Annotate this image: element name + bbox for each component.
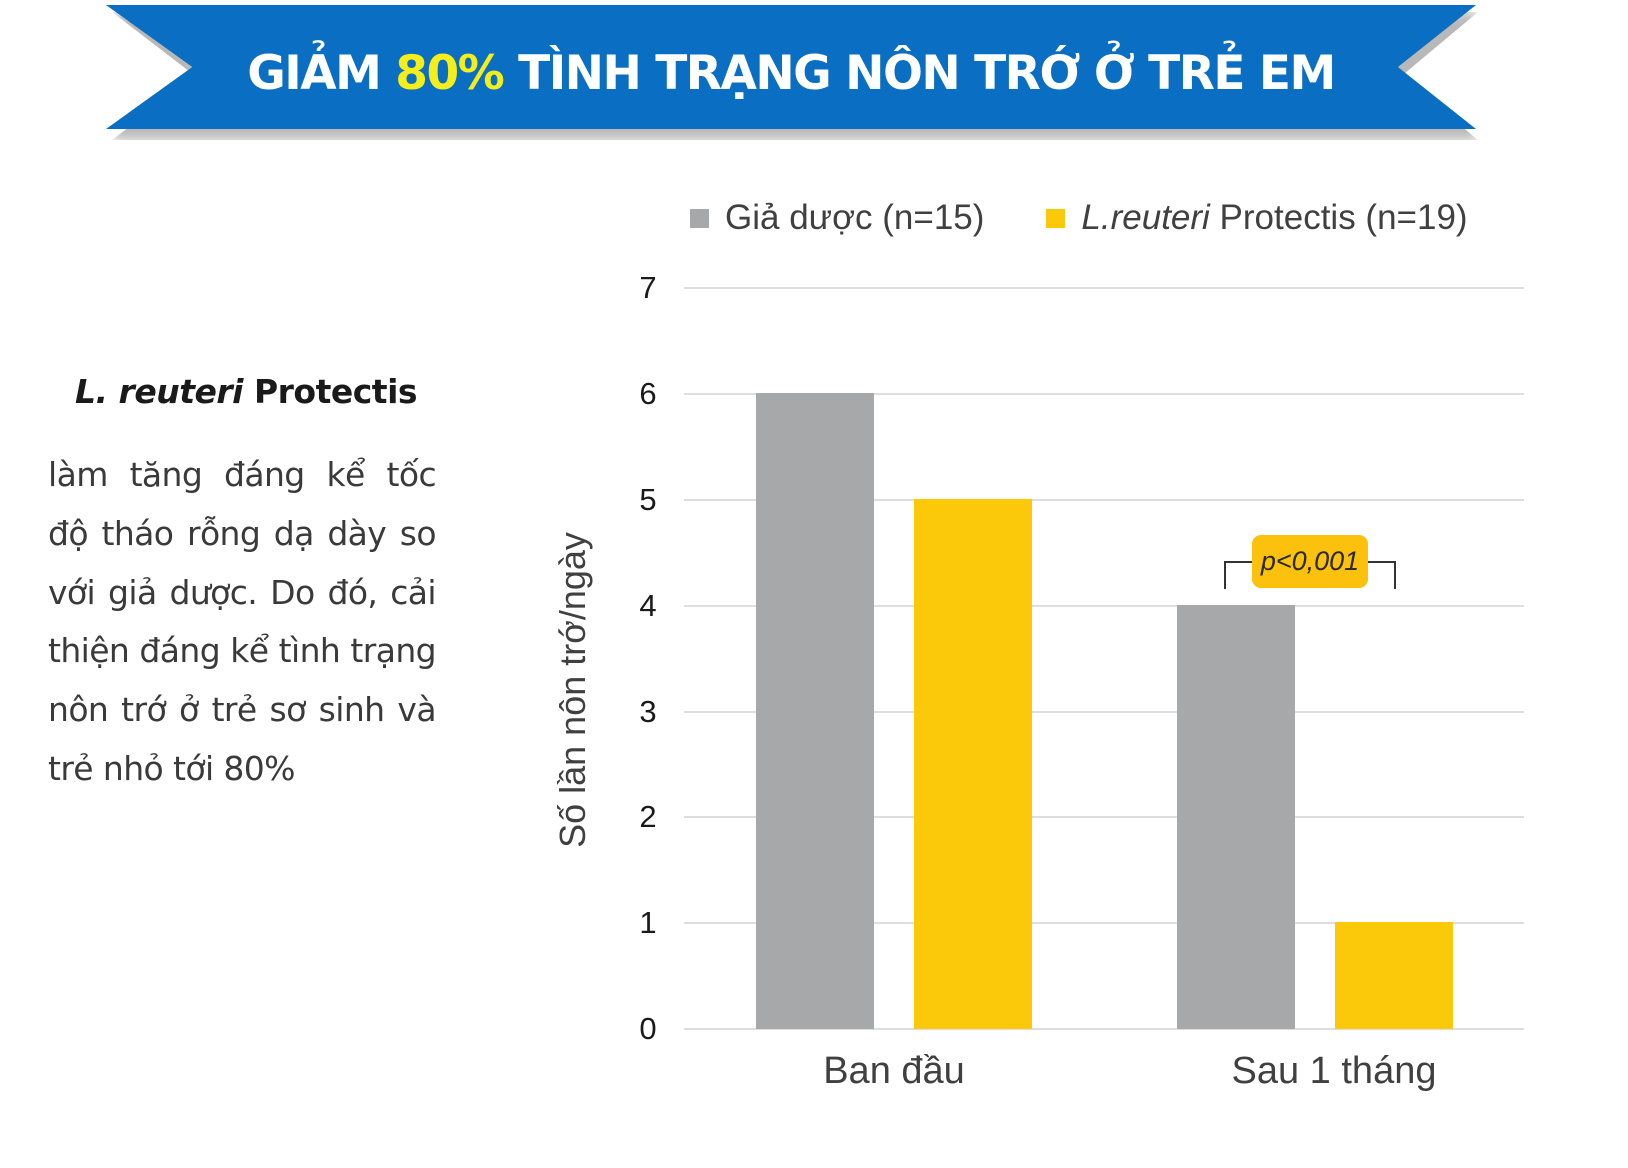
x-category-label: Ban đầu (823, 1050, 965, 1092)
legend-item-placebo: Giả dược (n=15) (690, 198, 984, 238)
chart-title: GIẢM 80% TÌNH TRẠNG NÔN TRỚ Ở TRẺ EM (247, 45, 1336, 101)
legend-label: Giả dược (n=15) (725, 198, 985, 237)
legend-swatch-gray (690, 208, 709, 228)
gridline (684, 816, 1524, 818)
y-tick: 1 (639, 905, 657, 940)
legend-item-lreuteri: L.reuteri Protectis (n=19) (1046, 198, 1468, 238)
side-description: làm tăng đáng kể tốc độ tháo rỗng dạ dày… (48, 455, 437, 788)
gridline (684, 287, 1524, 289)
legend-label: L.reuteri Protectis (n=19) (1081, 198, 1468, 237)
gridline (684, 711, 1524, 713)
bar-placebo-1month (1177, 605, 1295, 1029)
chart-legend: Giả dược (n=15) L.reuteri Protectis (n=1… (690, 198, 1468, 238)
y-tick: 3 (639, 694, 657, 729)
title-highlight: 80% (395, 45, 505, 101)
y-tick: 2 (639, 799, 657, 834)
y-tick: 7 (639, 270, 657, 305)
p-value-badge: p<0,001 (1252, 535, 1368, 588)
bar-lreuteri-baseline (914, 499, 1032, 1029)
title-banner: GIẢM 80% TÌNH TRẠNG NÔN TRỚ Ở TRẺ EM (106, 5, 1476, 129)
bar-placebo-baseline (756, 393, 874, 1029)
legend-swatch-yellow (1046, 208, 1066, 228)
y-tick: 6 (639, 376, 657, 411)
y-axis-label: Số lần nôn trớ/ngày (552, 532, 593, 848)
x-axis-baseline (684, 1028, 1524, 1030)
gridline (684, 499, 1524, 501)
gridline (684, 605, 1524, 607)
y-tick: 4 (639, 588, 657, 623)
y-tick: 5 (639, 482, 657, 517)
bar-lreuteri-1month (1335, 922, 1453, 1029)
x-category-label: Sau 1 tháng (1231, 1050, 1437, 1092)
gridline (684, 393, 1524, 395)
side-heading: L. reuteri Protectis (75, 372, 418, 411)
y-tick: 0 (639, 1011, 657, 1046)
gridline (684, 922, 1524, 924)
